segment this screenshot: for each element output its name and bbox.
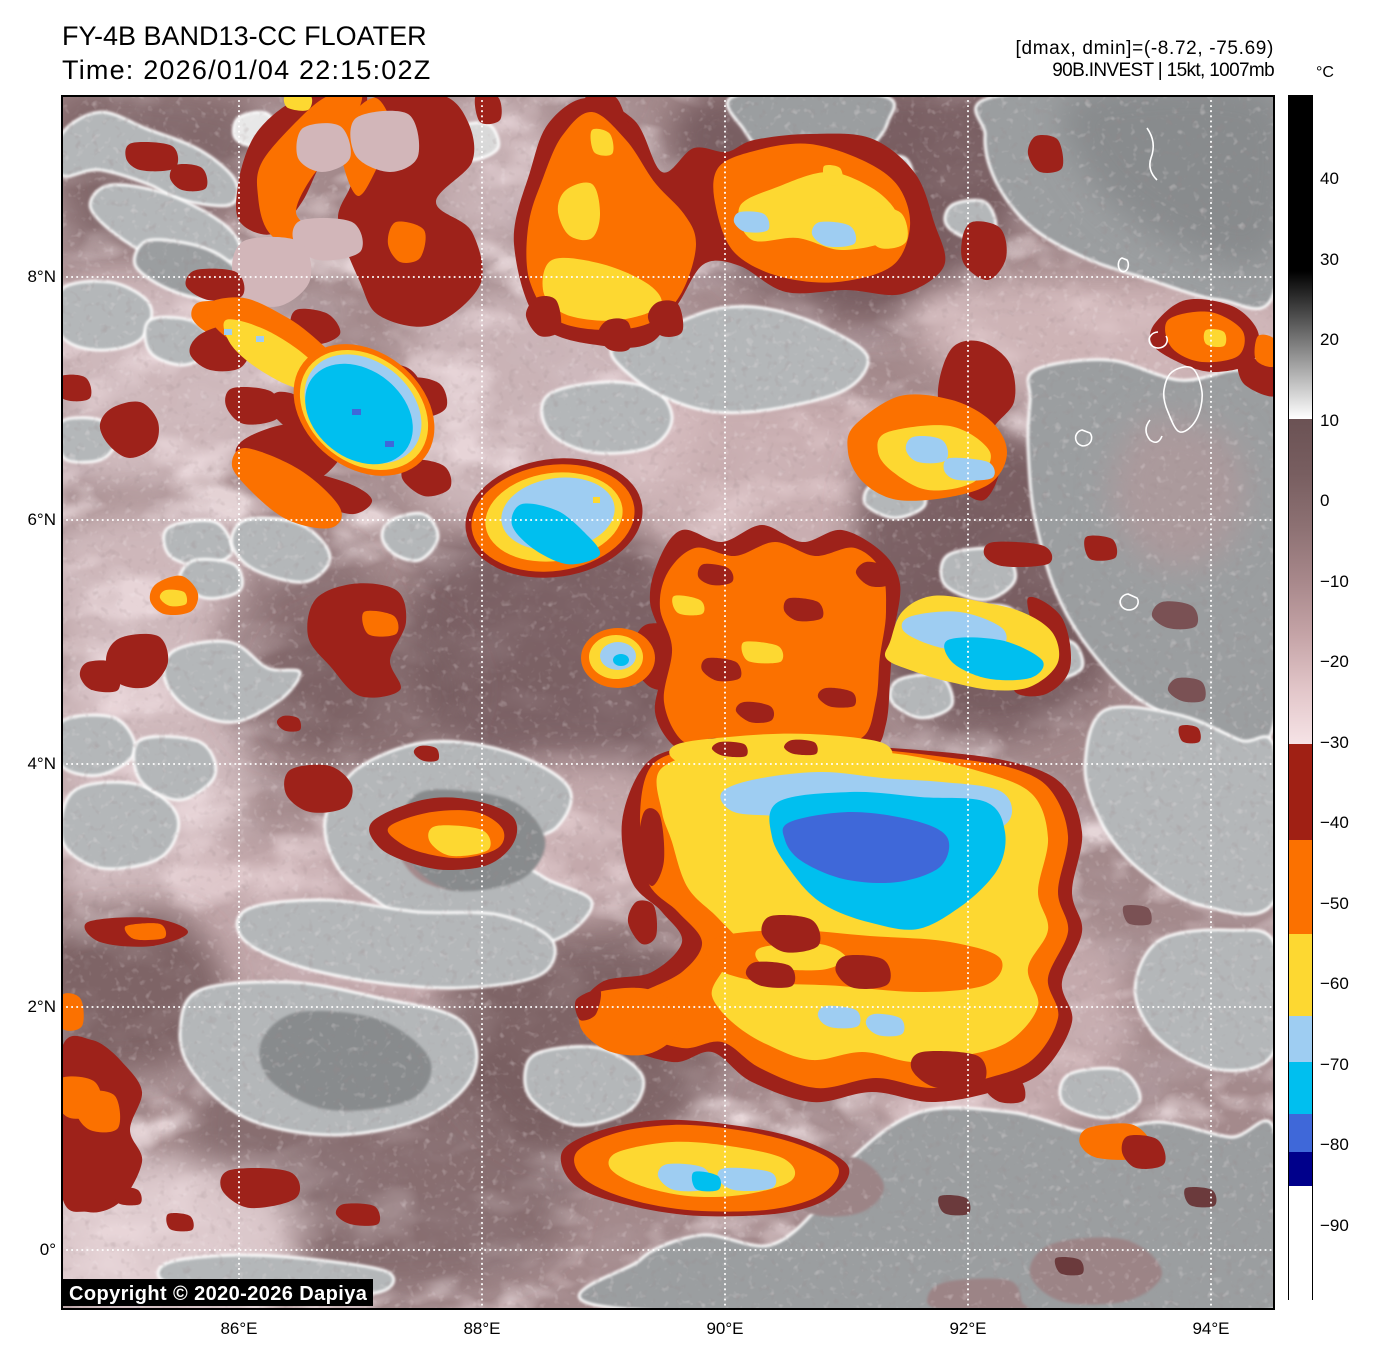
svg-text:Copyright © 2020-2026 Dapiya: Copyright © 2020-2026 Dapiya [69,1283,368,1305]
